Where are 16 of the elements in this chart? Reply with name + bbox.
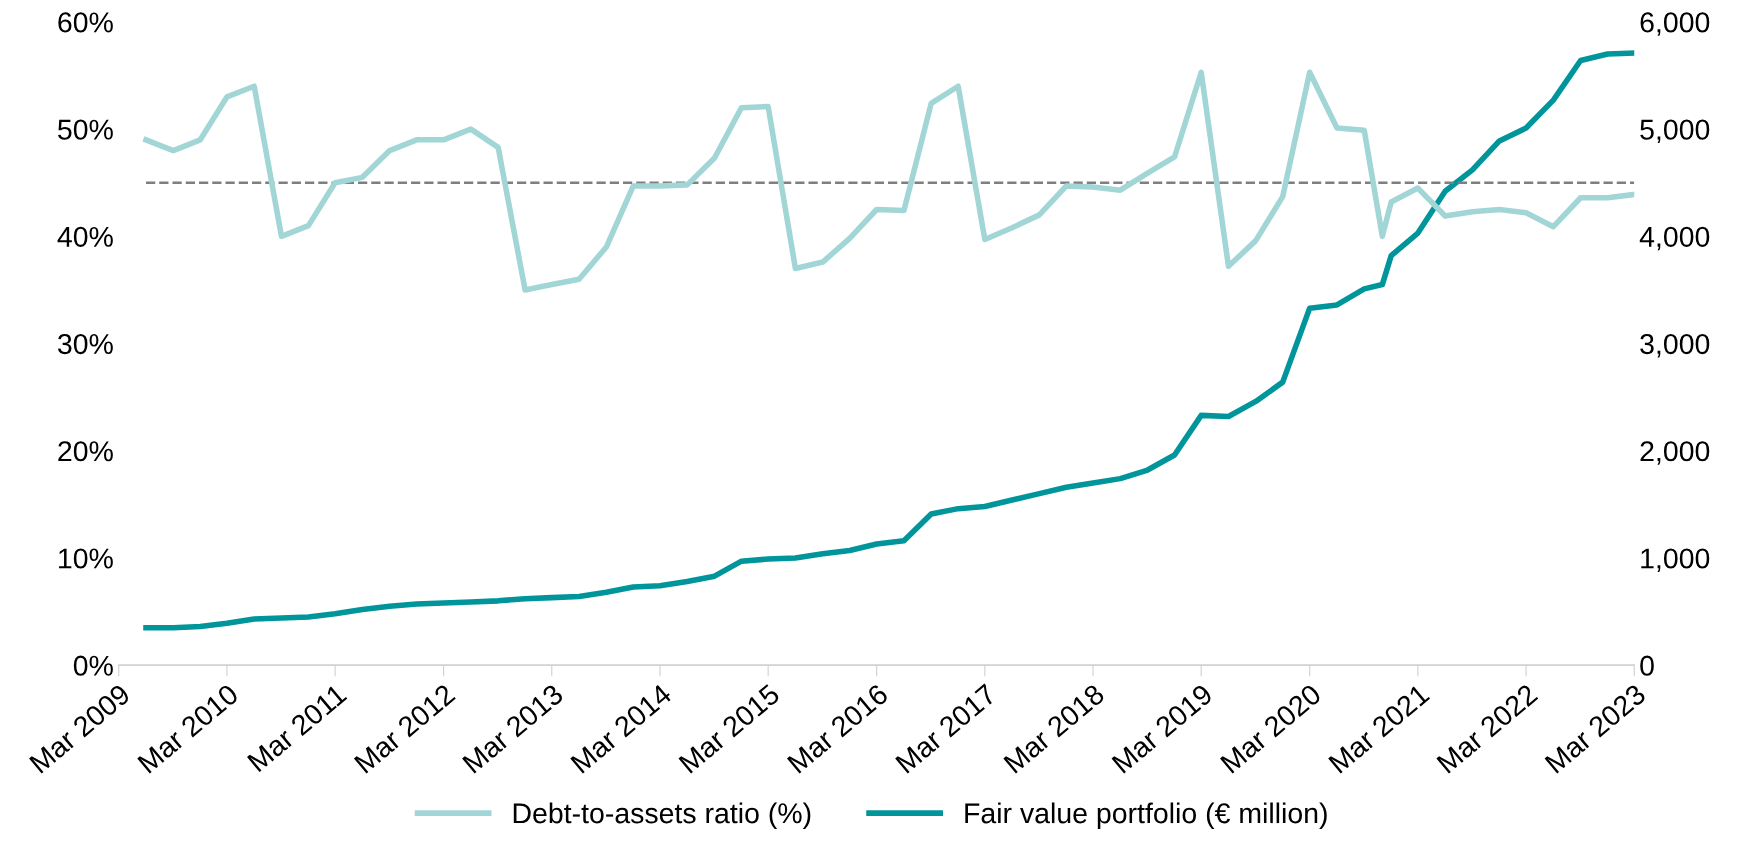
- legend-label: Debt-to-assets ratio (%): [513, 802, 811, 829]
- y-tick-label: 40%: [57, 226, 113, 247]
- y-tick-label: 20%: [58, 441, 113, 462]
- y2-tick-label: 6,000: [1640, 12, 1710, 36]
- y2-tick-label: 0: [1640, 655, 1654, 676]
- y2-tick-label: 5,000: [1640, 119, 1710, 144]
- y2-tick-label: 3,000: [1640, 333, 1710, 358]
- y-tick-label: 10%: [59, 548, 113, 569]
- y-tick-label: 0%: [73, 655, 113, 676]
- y2-tick-label: 1,000: [1641, 548, 1710, 572]
- y-tick-label: 50%: [58, 119, 113, 140]
- y-tick-label: 30%: [57, 333, 113, 355]
- y2-tick-label: 4,000: [1639, 226, 1710, 251]
- y2-tick-label: 2,000: [1640, 441, 1710, 465]
- y-tick-label: 60%: [58, 12, 113, 33]
- legend-label: Fair value portfolio (€ million): [965, 802, 1327, 829]
